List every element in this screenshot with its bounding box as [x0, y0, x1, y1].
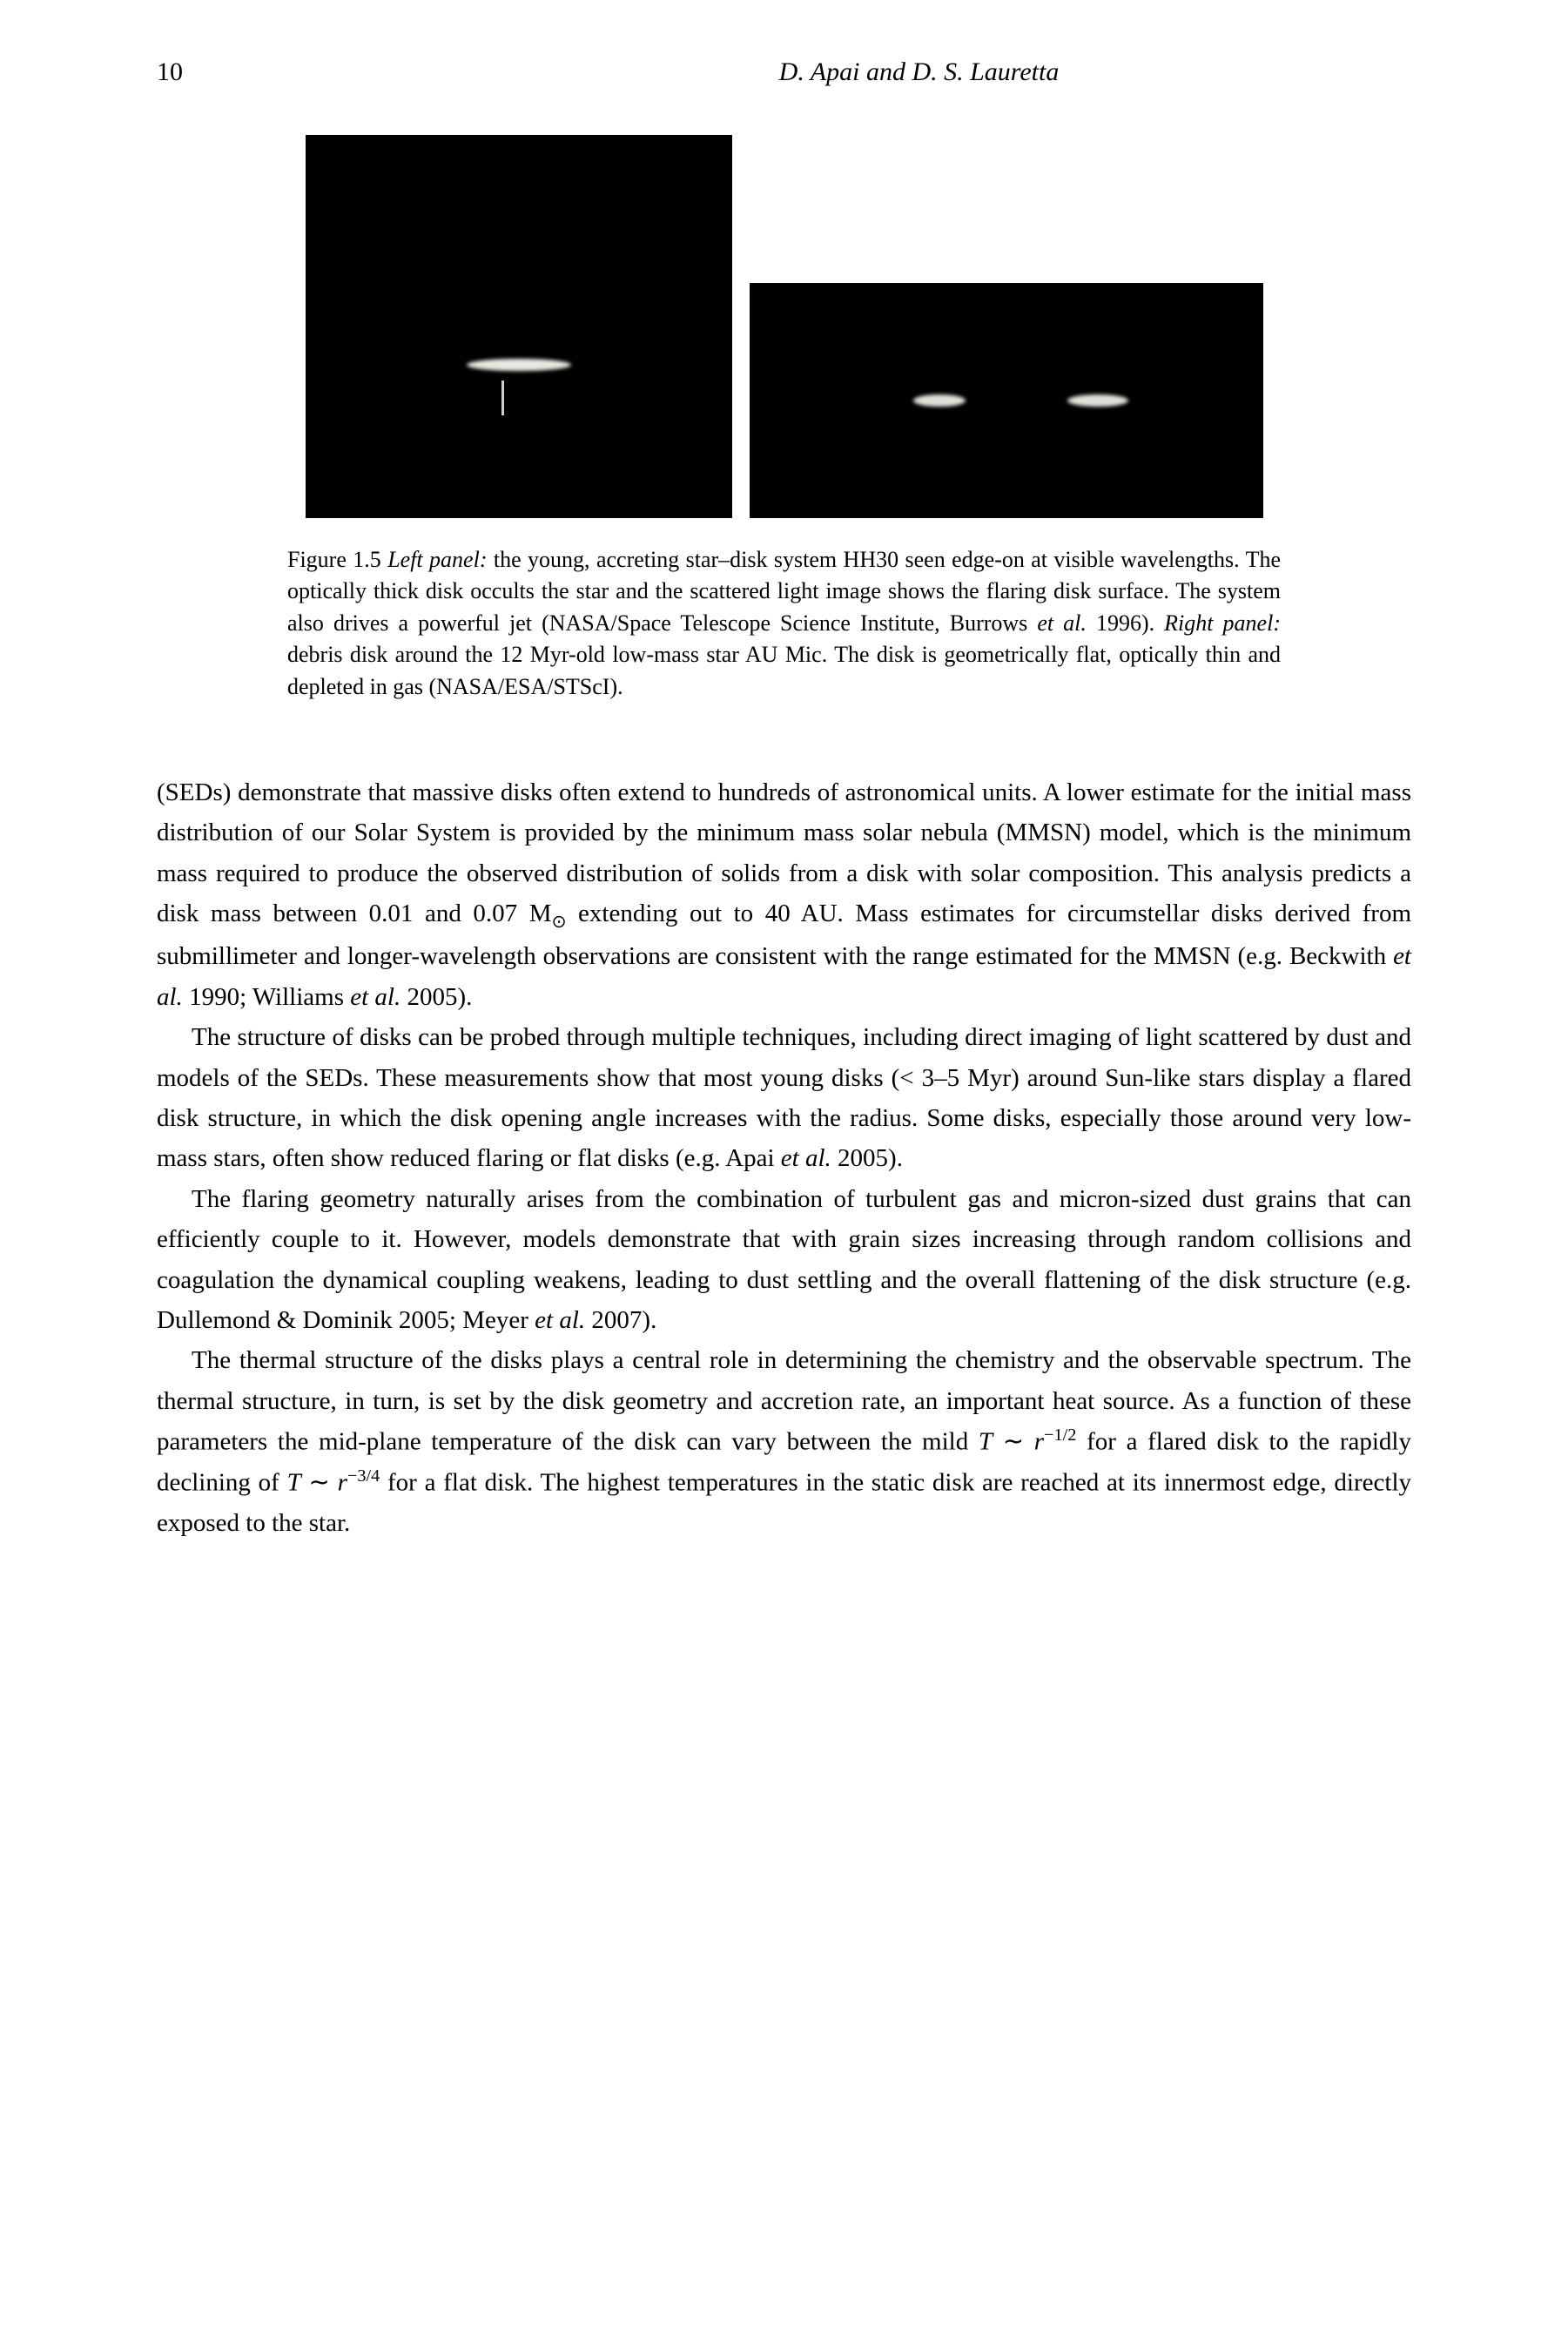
p2-cite1: et al.: [781, 1144, 831, 1172]
p4-eq1b: ∼: [993, 1428, 1034, 1456]
au-mic-right-shape: [1067, 394, 1128, 407]
page-header: 10 D. Apai and D. S. Lauretta: [157, 52, 1411, 91]
p4-exp2: −3/4: [347, 1466, 380, 1486]
p1-text3: 1990; Williams: [183, 983, 350, 1011]
p1-text4: 2005).: [400, 983, 472, 1011]
p4-eq2b: ∼: [301, 1469, 338, 1497]
header-authors: D. Apai and D. S. Lauretta: [427, 52, 1411, 91]
figure-left-label: Left panel:: [387, 547, 487, 572]
p3-cite1: et al.: [535, 1306, 585, 1334]
paragraph-3: The flaring geometry naturally arises fr…: [157, 1179, 1411, 1341]
p4-exp1: −1/2: [1044, 1425, 1076, 1445]
p3-text2: 2007).: [585, 1306, 656, 1334]
paragraph-4: The thermal structure of the disks plays…: [157, 1340, 1411, 1543]
p4-eq1a: T: [979, 1428, 993, 1456]
paragraph-1: (SEDs) demonstrate that massive disks of…: [157, 772, 1411, 1017]
hh30-disk-shape: [467, 359, 571, 371]
figure-caption: Figure 1.5 Left panel: the young, accret…: [287, 544, 1281, 703]
figure-right-text: debris disk around the 12 Myr-old low-ma…: [287, 642, 1281, 698]
figure-label: Figure 1.5: [287, 547, 387, 572]
paragraph-2: The structure of disks can be probed thr…: [157, 1017, 1411, 1179]
au-mic-left-shape: [913, 394, 966, 407]
figure-left-panel: [306, 135, 732, 518]
p3-text1: The flaring geometry naturally arises fr…: [157, 1185, 1411, 1334]
p1-cite2: et al.: [350, 983, 400, 1011]
p4-eq2c: r: [338, 1469, 347, 1497]
figure-left-cite: et al.: [1037, 610, 1087, 636]
page-number: 10: [157, 52, 183, 91]
figure-left-year: 1996).: [1087, 610, 1164, 636]
p4-eq2a: T: [287, 1469, 301, 1497]
figure-right-label: Right panel:: [1164, 610, 1281, 636]
hh30-jet-shape: [501, 381, 504, 415]
p4-eq1c: r: [1034, 1428, 1044, 1456]
sun-symbol: ⊙: [551, 913, 566, 932]
figure-panels: [306, 135, 1263, 518]
p2-text2: 2005).: [831, 1144, 903, 1172]
figure-right-panel: [750, 283, 1263, 518]
